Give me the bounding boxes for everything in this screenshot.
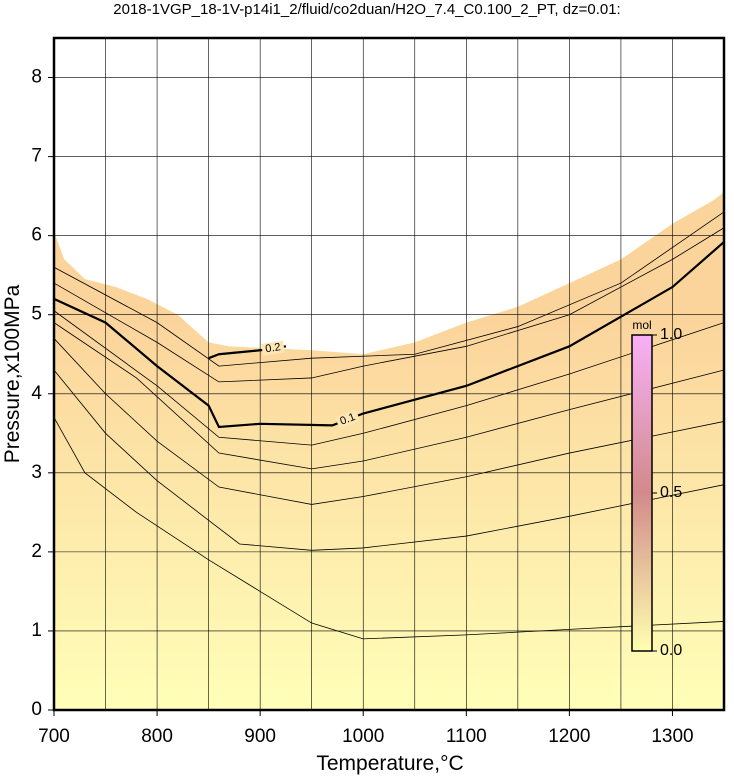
y-tick-label: 7 <box>31 146 42 167</box>
contour-line <box>53 241 725 429</box>
data-region <box>54 192 724 711</box>
y-tick-label: 0 <box>31 699 42 720</box>
y-tick-label: 3 <box>31 462 42 483</box>
y-tick-label: 5 <box>31 304 42 325</box>
colorbar <box>631 334 653 652</box>
chart-title: 2018-1VGP_18-1V-p14i1_2/fluid/co2duan/H2… <box>113 1 620 18</box>
contour-label-bg <box>335 409 361 429</box>
x-tick-label: 1000 <box>342 726 384 747</box>
plot-frame <box>52 36 726 712</box>
x-tick-label: 1300 <box>651 726 693 747</box>
contour-label-bg <box>261 340 285 356</box>
colorbar-tick-label: 0.0 <box>660 642 682 659</box>
x-tick-label: 1100 <box>446 726 487 747</box>
contour-label: 0.2 <box>265 341 282 355</box>
colorbar-tick-label: 1.0 <box>660 326 682 343</box>
contour-line <box>53 417 725 640</box>
y-tick-label: 4 <box>31 383 42 404</box>
contour-line <box>53 310 725 446</box>
contour-line <box>53 227 725 383</box>
x-tick-label: 700 <box>38 726 70 747</box>
y-tick-label: 1 <box>31 620 42 641</box>
contour-label: 0.1 <box>338 411 357 428</box>
contour-line <box>53 322 725 470</box>
x-tick-label: 800 <box>141 726 173 747</box>
y-tick-label: 2 <box>31 541 42 562</box>
x-tick-label: 900 <box>244 726 276 747</box>
contour-line <box>53 211 725 367</box>
x-axis-label: Temperature,°C <box>316 752 463 775</box>
y-axis-label: Pressure,x100MPa <box>1 284 24 463</box>
contour-label-group: 0.2 <box>261 340 285 356</box>
contour-label-group: 0.1 <box>335 409 361 429</box>
y-tick-label: 8 <box>31 67 42 88</box>
colorbar-label: mol <box>632 318 651 332</box>
contour-line <box>53 338 725 505</box>
colorbar-tick-label: 0.5 <box>660 484 682 501</box>
contour-line <box>53 369 725 551</box>
y-tick-label: 6 <box>31 225 42 246</box>
x-tick-label: 1200 <box>548 726 590 747</box>
